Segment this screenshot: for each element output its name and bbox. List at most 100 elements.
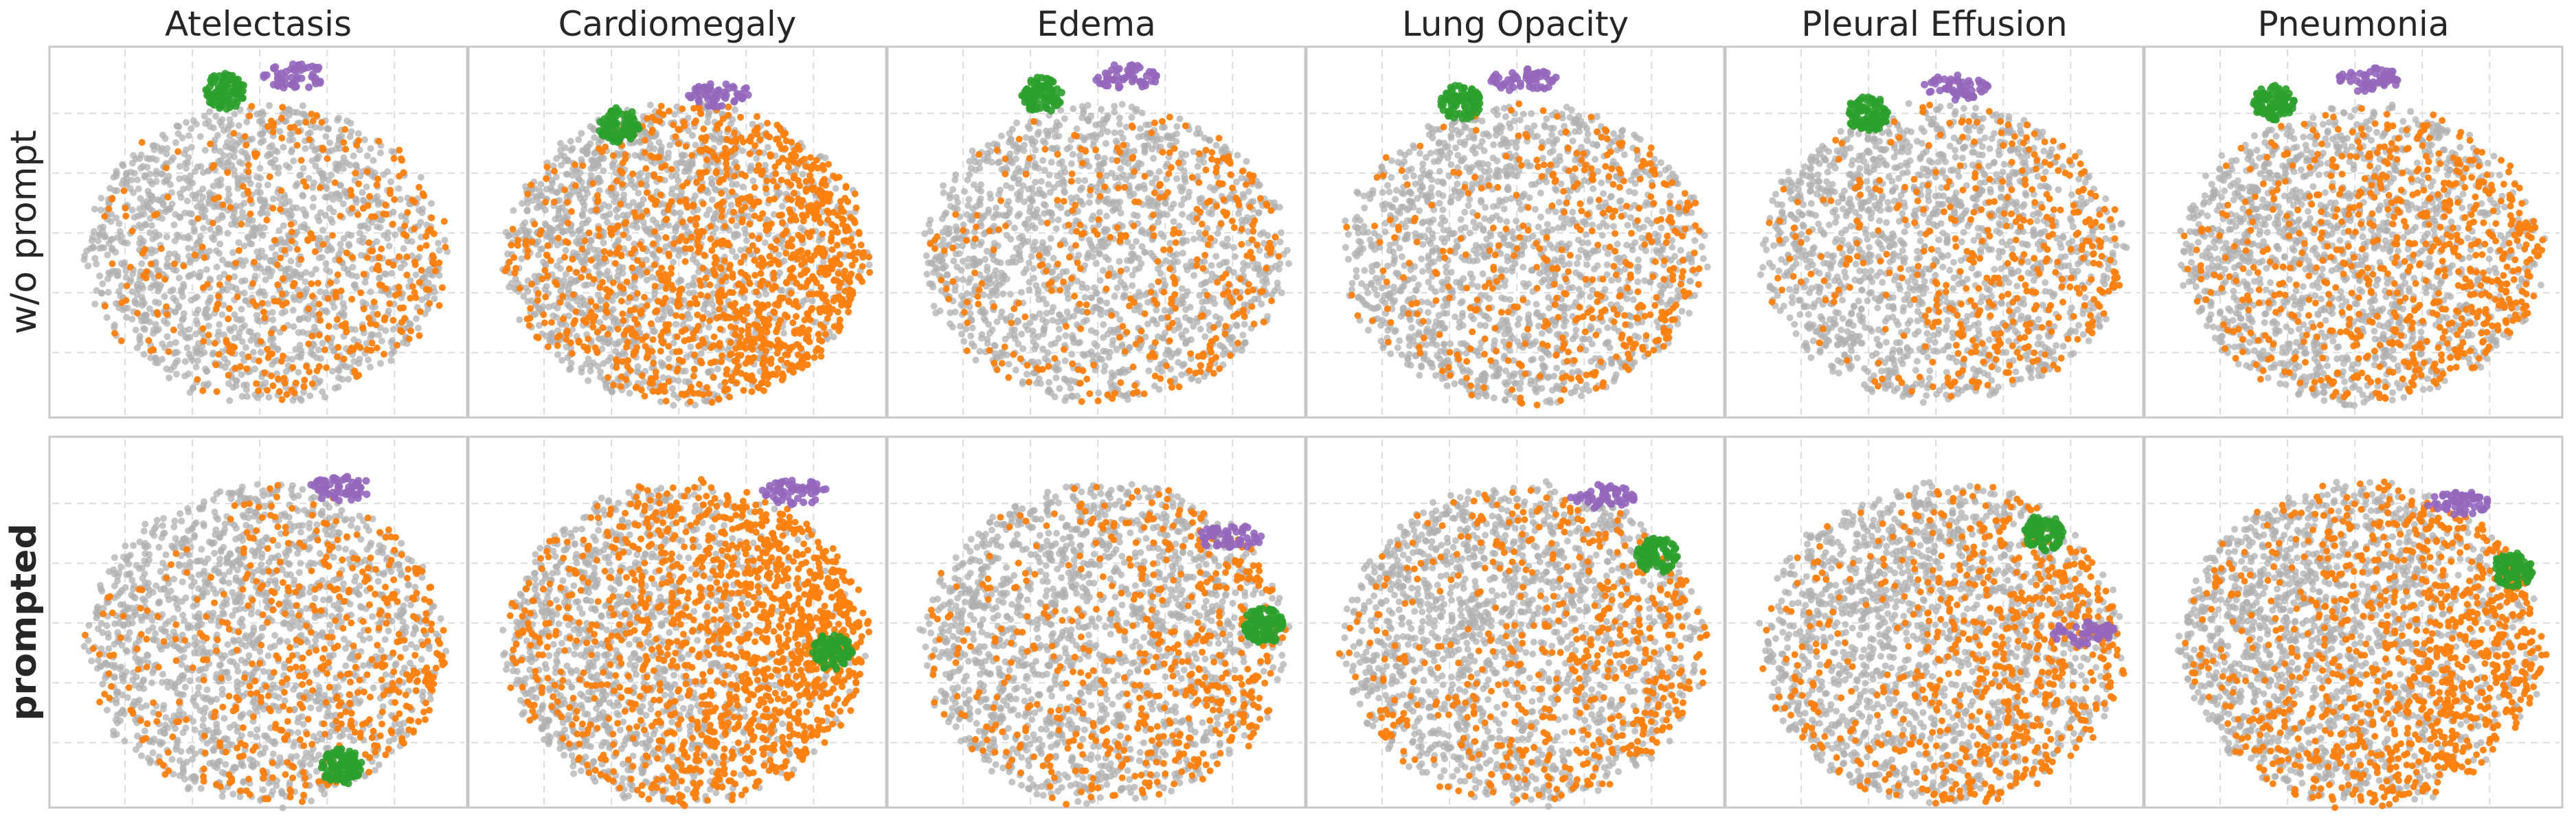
background-point [374,549,382,556]
background-point [264,652,272,659]
positive-point [212,361,220,369]
background-point [110,731,117,739]
positive-point [259,299,266,307]
cluster-a-point [345,757,353,765]
positive-point [249,279,256,287]
background-point [267,644,274,651]
positive-point [308,567,315,575]
positive-point [284,540,292,547]
cluster-b-point [318,494,326,503]
background-point [302,209,309,217]
positive-point [401,222,409,229]
background-point [299,591,306,598]
positive-point [329,231,336,239]
positive-point [366,754,374,762]
background-point [337,247,345,254]
positive-point [347,187,354,194]
positive-point [374,641,381,649]
background-point [111,663,118,671]
positive-point [278,187,285,194]
positive-point [172,657,180,665]
positive-point [331,179,339,186]
background-point [141,173,148,181]
positive-point [303,622,310,630]
background-point [157,568,164,575]
background-point [306,392,314,400]
background-point [284,265,291,273]
background-point [140,527,148,535]
background-point [316,550,324,558]
background-point [172,339,179,346]
background-point [274,345,282,353]
background-point [238,615,246,623]
background-point [319,339,326,347]
positive-point [411,289,418,297]
positive-point [324,334,332,342]
background-point [299,522,306,529]
positive-point [245,602,252,610]
background-point [370,684,377,691]
positive-point [319,654,327,662]
background-point [149,623,157,631]
background-point [245,652,253,659]
background-point [113,696,120,703]
positive-point [308,111,315,118]
background-point [214,758,222,766]
positive-point [352,170,359,177]
background-point [247,731,254,738]
positive-point [400,231,407,238]
positive-point [416,244,424,252]
positive-point [264,387,271,394]
background-point [261,268,269,276]
background-point [163,150,170,158]
background-point [316,234,324,242]
background-point [367,145,374,152]
positive-point [367,554,374,562]
background-point [230,721,238,729]
background-point [220,301,227,309]
background-point [208,696,216,704]
positive-point [277,206,284,213]
positive-point [255,503,262,511]
positive-point [216,783,224,790]
positive-point [210,713,218,720]
background-point [159,705,167,713]
positive-point [374,175,382,183]
positive-point [354,652,362,660]
background-point [174,357,181,365]
positive-point [385,561,393,569]
positive-point [169,733,177,741]
background-point [215,328,223,336]
positive-point [163,574,170,582]
cluster-b-point [262,71,271,79]
background-point [739,183,747,191]
background-point [92,609,100,617]
background-point [300,389,308,396]
background-point [177,214,184,221]
positive-point [194,596,201,604]
background-point [131,595,139,602]
background-point [236,605,244,613]
background-point [297,529,304,536]
positive-point [396,710,403,718]
background-point [93,287,100,294]
background-point [185,132,192,139]
background-point [346,242,353,249]
background-point [231,598,239,606]
positive-point [271,589,278,597]
background-point [352,573,359,580]
positive-point [366,193,373,201]
background-point [226,397,234,404]
positive-point [403,575,411,582]
positive-point [106,652,113,659]
background-point [340,361,348,369]
positive-point [269,128,277,136]
background-point [578,368,585,376]
background-point [228,560,236,568]
background-point [192,192,199,199]
background-point [96,244,104,252]
positive-point [165,748,172,756]
background-point [137,235,144,242]
background-point [191,634,199,641]
background-point [146,318,153,325]
